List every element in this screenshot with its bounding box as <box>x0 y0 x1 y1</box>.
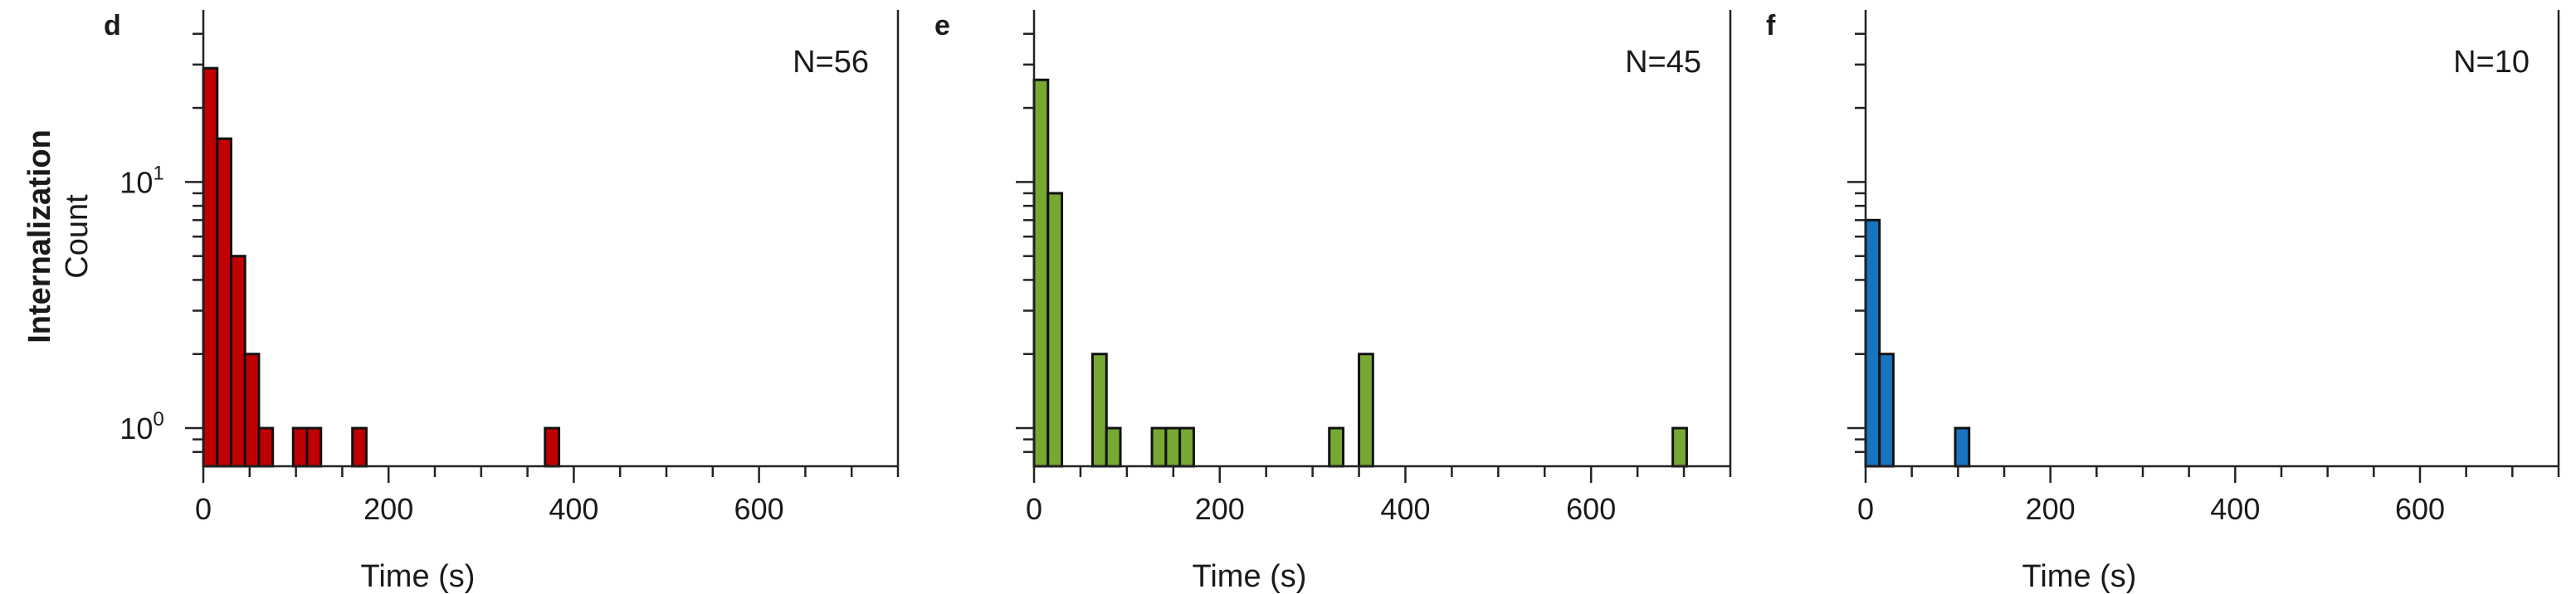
histogram-bar <box>1358 353 1374 468</box>
row-label: Internalization <box>22 129 57 343</box>
sample-size-label: N=45 <box>1625 45 1701 80</box>
x-tick-label: 400 <box>549 492 598 526</box>
histogram-bar <box>291 426 309 468</box>
histogram-bar <box>1954 426 1971 468</box>
x-tick-label: 200 <box>363 492 413 526</box>
histogram-bar <box>1864 218 1881 468</box>
histogram-bar <box>1328 426 1345 468</box>
panel-letter: f <box>1766 10 1776 41</box>
x-tick-label: 200 <box>2026 492 2076 526</box>
histogram-bar <box>544 426 561 468</box>
x-tick-label: 400 <box>2210 492 2260 526</box>
panel-letter: e <box>934 10 950 41</box>
bars <box>202 66 561 468</box>
histogram-bar <box>1090 353 1108 468</box>
histogram-bar <box>1178 426 1195 468</box>
histogram-bar <box>1150 426 1168 468</box>
panel-f: f N=10 0 200 400 600 Time (s) <box>1766 10 2560 594</box>
histogram-bar <box>243 353 261 468</box>
x-tick-label: 0 <box>195 492 212 526</box>
x-tick-label: 0 <box>1857 492 1874 526</box>
x-tick-label: 400 <box>1380 492 1430 526</box>
x-axis-label: Time (s) <box>2022 559 2137 594</box>
histogram-bar <box>1878 353 1895 468</box>
row-label-text: Internalization <box>22 129 57 343</box>
x-tick-label: 200 <box>1195 492 1245 526</box>
histogram-bar <box>305 426 323 468</box>
histogram-bar <box>216 137 232 468</box>
y-tick-label: 100 <box>120 408 163 446</box>
histogram-bar <box>257 426 275 468</box>
bars <box>1032 78 1688 468</box>
x-axis-label: Time (s) <box>1193 559 1307 594</box>
histogram-bar <box>1046 192 1064 468</box>
panels: d N=56 0 200 400 600 Time (s) 100 101 Count e N=45 0… <box>60 10 2560 594</box>
y-tick-label: 101 <box>120 162 163 199</box>
panel-letter: d <box>104 10 121 41</box>
x-tick-label: 600 <box>734 492 784 526</box>
y-axis-label: Count <box>60 194 95 279</box>
sample-size-label: N=56 <box>793 45 869 80</box>
histogram-bar <box>351 426 368 468</box>
panel-d: d N=56 0 200 400 600 Time (s) 100 101 Count <box>60 10 900 594</box>
x-tick-label: 0 <box>1026 492 1042 526</box>
x-tick-label: 600 <box>1566 492 1616 526</box>
histogram-bar <box>1105 426 1122 468</box>
histogram-bar <box>1671 426 1688 468</box>
bars <box>1864 218 1971 468</box>
panel-e: e N=45 0 200 400 600 Time (s) <box>934 10 1732 594</box>
histogram-bar <box>1164 426 1182 468</box>
x-axis-label: Time (s) <box>361 559 476 594</box>
sample-size-label: N=10 <box>2453 45 2530 80</box>
histogram-bar <box>1032 78 1050 468</box>
histogram-bar <box>229 255 246 468</box>
x-tick-label: 600 <box>2395 492 2445 526</box>
histogram-bar <box>202 66 219 468</box>
